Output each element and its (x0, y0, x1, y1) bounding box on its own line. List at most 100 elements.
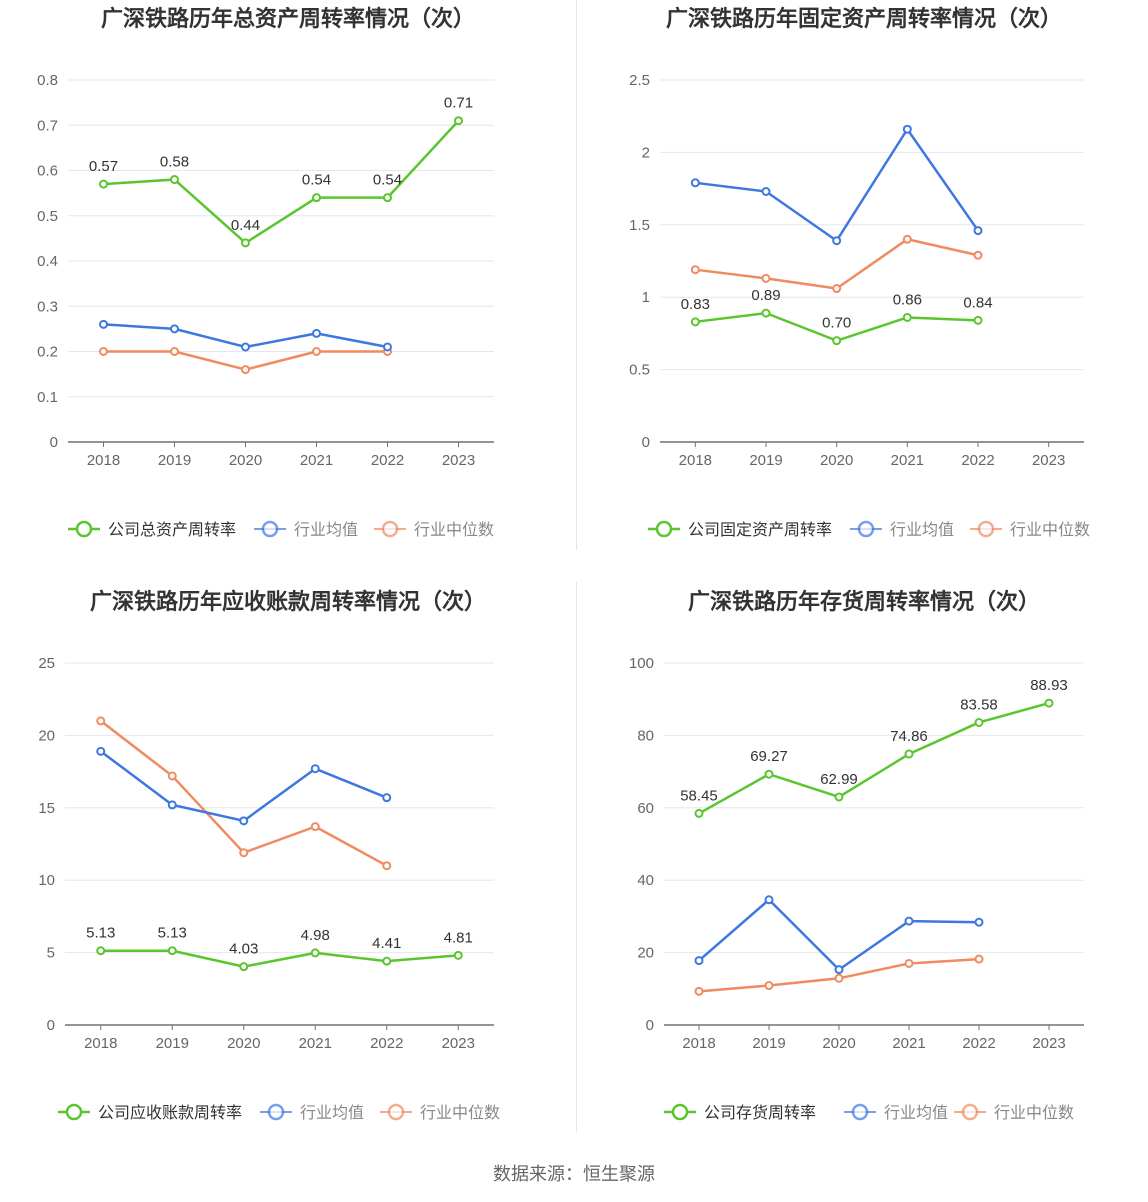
legend-item-median[interactable]: 行业中位数 (380, 1103, 500, 1122)
data-point-avg[interactable] (170, 324, 179, 334)
legend-item-avg[interactable]: 行业均值 (850, 520, 954, 539)
data-point-median[interactable] (310, 822, 320, 832)
data-point-median[interactable] (170, 347, 179, 356)
y-tick-label: 10 (38, 872, 55, 889)
legend-item-company[interactable]: 公司应收账款周转率 (58, 1103, 242, 1122)
data-source-label: 数据来源：恒生聚源 (493, 1164, 655, 1184)
data-point-company[interactable] (383, 193, 392, 203)
data-point-company[interactable] (310, 948, 320, 958)
legend-item-median[interactable]: 行业中位数 (970, 520, 1090, 539)
chart-total-asset-turnover: 广深铁路历年总资产周转率情况（次） 0 0.1 0.2 0.3 0.4 0.5 0.6 0.7 0… (0, 0, 576, 560)
data-point-company[interactable] (454, 116, 463, 126)
data-point-company[interactable] (96, 946, 106, 956)
data-point-median[interactable] (382, 861, 392, 871)
y-tick-label: 0 (646, 1017, 654, 1034)
data-point-avg[interactable] (383, 342, 392, 352)
data-point-avg[interactable] (834, 965, 844, 975)
legend-item-avg[interactable]: 行业均值 (844, 1103, 948, 1122)
chart-title: 广深铁路历年应收账款周转率情况（次） (90, 589, 486, 614)
data-point-company[interactable] (99, 179, 108, 189)
data-point-median[interactable] (690, 265, 700, 275)
data-point-company[interactable] (832, 336, 842, 346)
data-point-median[interactable] (832, 284, 842, 294)
data-point-avg[interactable] (761, 186, 771, 196)
data-label: 62.99 (820, 771, 858, 788)
data-point-avg[interactable] (690, 178, 700, 188)
data-point-company[interactable] (241, 238, 250, 248)
data-point-avg[interactable] (382, 793, 392, 803)
x-tick-label: 2019 (749, 452, 782, 469)
data-point-median[interactable] (239, 848, 249, 858)
data-point-company[interactable] (974, 717, 984, 727)
data-point-avg[interactable] (99, 319, 108, 329)
y-tick-label: 1.5 (629, 217, 650, 234)
data-point-median[interactable] (96, 716, 106, 726)
data-point-avg[interactable] (832, 236, 842, 246)
legend-item-median[interactable]: 行业中位数 (374, 520, 494, 539)
data-point-avg[interactable] (239, 816, 249, 826)
data-point-median[interactable] (761, 273, 771, 283)
y-tick-label: 0 (47, 1017, 55, 1034)
legend-item-median[interactable]: 行业中位数 (954, 1103, 1074, 1122)
data-point-company[interactable] (902, 312, 912, 322)
data-point-company[interactable] (167, 946, 177, 956)
series-line-company (698, 701, 1050, 815)
data-point-avg[interactable] (312, 328, 321, 338)
y-tick-label: 0 (642, 434, 650, 451)
data-point-median[interactable] (241, 365, 250, 375)
data-point-avg[interactable] (167, 800, 177, 810)
data-point-avg[interactable] (694, 956, 704, 966)
data-point-median[interactable] (99, 347, 108, 356)
data-point-median[interactable] (902, 234, 912, 244)
data-point-company[interactable] (834, 792, 844, 802)
data-point-avg[interactable] (241, 342, 250, 352)
data-point-avg[interactable] (904, 916, 914, 926)
data-point-avg[interactable] (974, 917, 984, 927)
data-point-avg[interactable] (764, 895, 774, 905)
data-point-company[interactable] (453, 950, 463, 960)
data-point-company[interactable] (170, 175, 179, 185)
data-point-company[interactable] (690, 317, 700, 327)
legend-label: 公司存货周转率 (704, 1104, 816, 1122)
data-point-company[interactable] (1044, 698, 1054, 708)
data-point-avg[interactable] (96, 746, 106, 756)
data-point-company[interactable] (694, 808, 704, 818)
x-tick-label: 2021 (300, 452, 333, 469)
legend-marker-icon (387, 1103, 405, 1121)
data-point-median[interactable] (904, 958, 914, 968)
data-point-median[interactable] (694, 986, 704, 996)
legend-label: 行业均值 (890, 521, 954, 539)
data-point-median[interactable] (312, 347, 321, 356)
data-point-company[interactable] (761, 308, 771, 318)
data-point-company[interactable] (904, 749, 914, 759)
legend-item-avg[interactable]: 行业均值 (254, 520, 358, 539)
data-point-company[interactable] (239, 962, 249, 972)
data-point-median[interactable] (764, 981, 774, 991)
data-point-median[interactable] (974, 954, 984, 964)
series-line-avg (100, 750, 388, 823)
data-point-avg[interactable] (310, 764, 320, 774)
legend-item-company[interactable]: 公司存货周转率 (664, 1103, 816, 1122)
data-label: 0.84 (963, 294, 992, 311)
data-point-company[interactable] (764, 769, 774, 779)
legend-item-company[interactable]: 公司固定资产周转率 (648, 520, 832, 539)
data-point-avg[interactable] (973, 226, 983, 236)
data-point-median[interactable] (973, 250, 983, 260)
data-point-company[interactable] (382, 956, 392, 966)
chart-title: 广深铁路历年总资产周转率情况（次） (101, 6, 475, 31)
legend-marker-icon (851, 1103, 869, 1121)
chart-inventory-turnover: 广深铁路历年存货周转率情况（次） 0 20 40 60 80 100 2018 2019 2020… (580, 583, 1148, 1143)
data-point-median[interactable] (167, 771, 177, 781)
legend-item-avg[interactable]: 行业均值 (260, 1103, 364, 1122)
legend-item-company[interactable]: 公司总资产周转率 (68, 520, 236, 539)
data-point-median[interactable] (834, 973, 844, 983)
legend-label: 行业中位数 (1010, 521, 1090, 539)
legend-label: 行业中位数 (420, 1104, 500, 1122)
data-point-company[interactable] (973, 315, 983, 325)
series-line-median (695, 238, 979, 290)
data-point-company[interactable] (312, 193, 321, 203)
data-point-avg[interactable] (902, 124, 912, 134)
x-tick-label: 2023 (1032, 452, 1065, 469)
chart-title: 广深铁路历年存货周转率情况（次） (688, 589, 1040, 614)
data-label: 4.03 (229, 941, 258, 958)
